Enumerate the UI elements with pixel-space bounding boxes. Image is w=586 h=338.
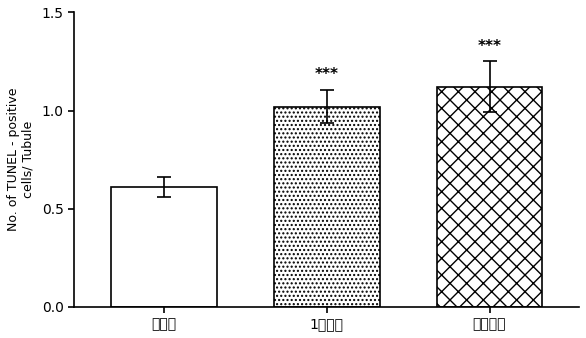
Text: ***: *** [315,67,339,82]
Y-axis label: No. of TUNEL - positive
cells/ Tubule: No. of TUNEL - positive cells/ Tubule [7,88,35,231]
Bar [437,87,543,307]
Bar [111,187,217,307]
Bar [274,106,380,307]
Text: ***: *** [478,39,502,54]
